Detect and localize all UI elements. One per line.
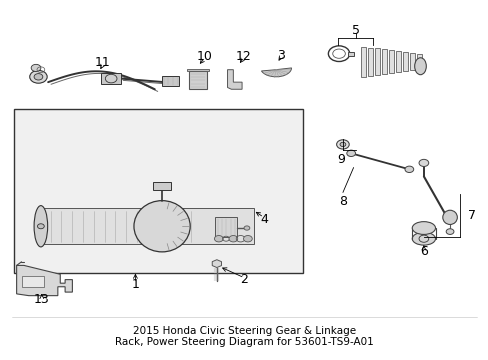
Circle shape [418, 159, 428, 166]
Text: 8: 8 [338, 195, 346, 208]
Text: Rack, Power Steering Diagram for 53601-TS9-A01: Rack, Power Steering Diagram for 53601-T… [115, 337, 373, 347]
Circle shape [31, 64, 41, 72]
Bar [395, 51, 400, 72]
Circle shape [336, 140, 348, 149]
Bar [388, 50, 393, 73]
Text: 12: 12 [235, 50, 251, 63]
Ellipse shape [411, 232, 435, 245]
Circle shape [445, 229, 453, 234]
Bar [347, 51, 353, 56]
Bar [367, 48, 372, 76]
Bar [162, 76, 179, 86]
Text: 11: 11 [95, 56, 111, 69]
Text: 13: 13 [34, 293, 50, 306]
Ellipse shape [134, 201, 190, 252]
Circle shape [346, 150, 355, 157]
Bar [102, 73, 121, 84]
Ellipse shape [414, 58, 426, 75]
Circle shape [404, 166, 413, 172]
Bar [215, 217, 237, 237]
Text: 2015 Honda Civic Steering Gear & Linkage: 2015 Honda Civic Steering Gear & Linkage [133, 326, 355, 336]
Circle shape [38, 224, 44, 229]
Polygon shape [17, 265, 72, 296]
Circle shape [214, 235, 223, 242]
Circle shape [34, 73, 43, 80]
Text: 6: 6 [419, 245, 427, 258]
Text: 4: 4 [260, 213, 267, 226]
Circle shape [228, 235, 237, 242]
Bar [14, 109, 302, 273]
Bar [22, 276, 44, 287]
Polygon shape [261, 68, 291, 77]
Ellipse shape [411, 222, 435, 234]
Circle shape [339, 142, 345, 147]
Polygon shape [227, 70, 242, 89]
Text: 3: 3 [276, 49, 284, 62]
Ellipse shape [442, 210, 456, 225]
Bar [416, 54, 421, 69]
Circle shape [243, 235, 252, 242]
Text: 7: 7 [467, 209, 474, 222]
Text: 5: 5 [351, 24, 359, 37]
Text: 10: 10 [196, 50, 212, 63]
Bar [153, 182, 170, 190]
Text: 2: 2 [240, 273, 248, 286]
Bar [360, 46, 366, 77]
Circle shape [30, 71, 47, 83]
Text: 9: 9 [337, 153, 345, 166]
Ellipse shape [34, 206, 47, 247]
Polygon shape [212, 260, 221, 267]
Circle shape [105, 74, 117, 83]
Bar [402, 52, 407, 71]
Circle shape [244, 226, 249, 230]
Bar [188, 72, 207, 89]
Bar [374, 49, 379, 75]
Bar [41, 208, 254, 244]
Text: 1: 1 [131, 279, 139, 292]
Bar [381, 49, 386, 74]
Bar [186, 69, 209, 72]
Bar [409, 53, 414, 70]
